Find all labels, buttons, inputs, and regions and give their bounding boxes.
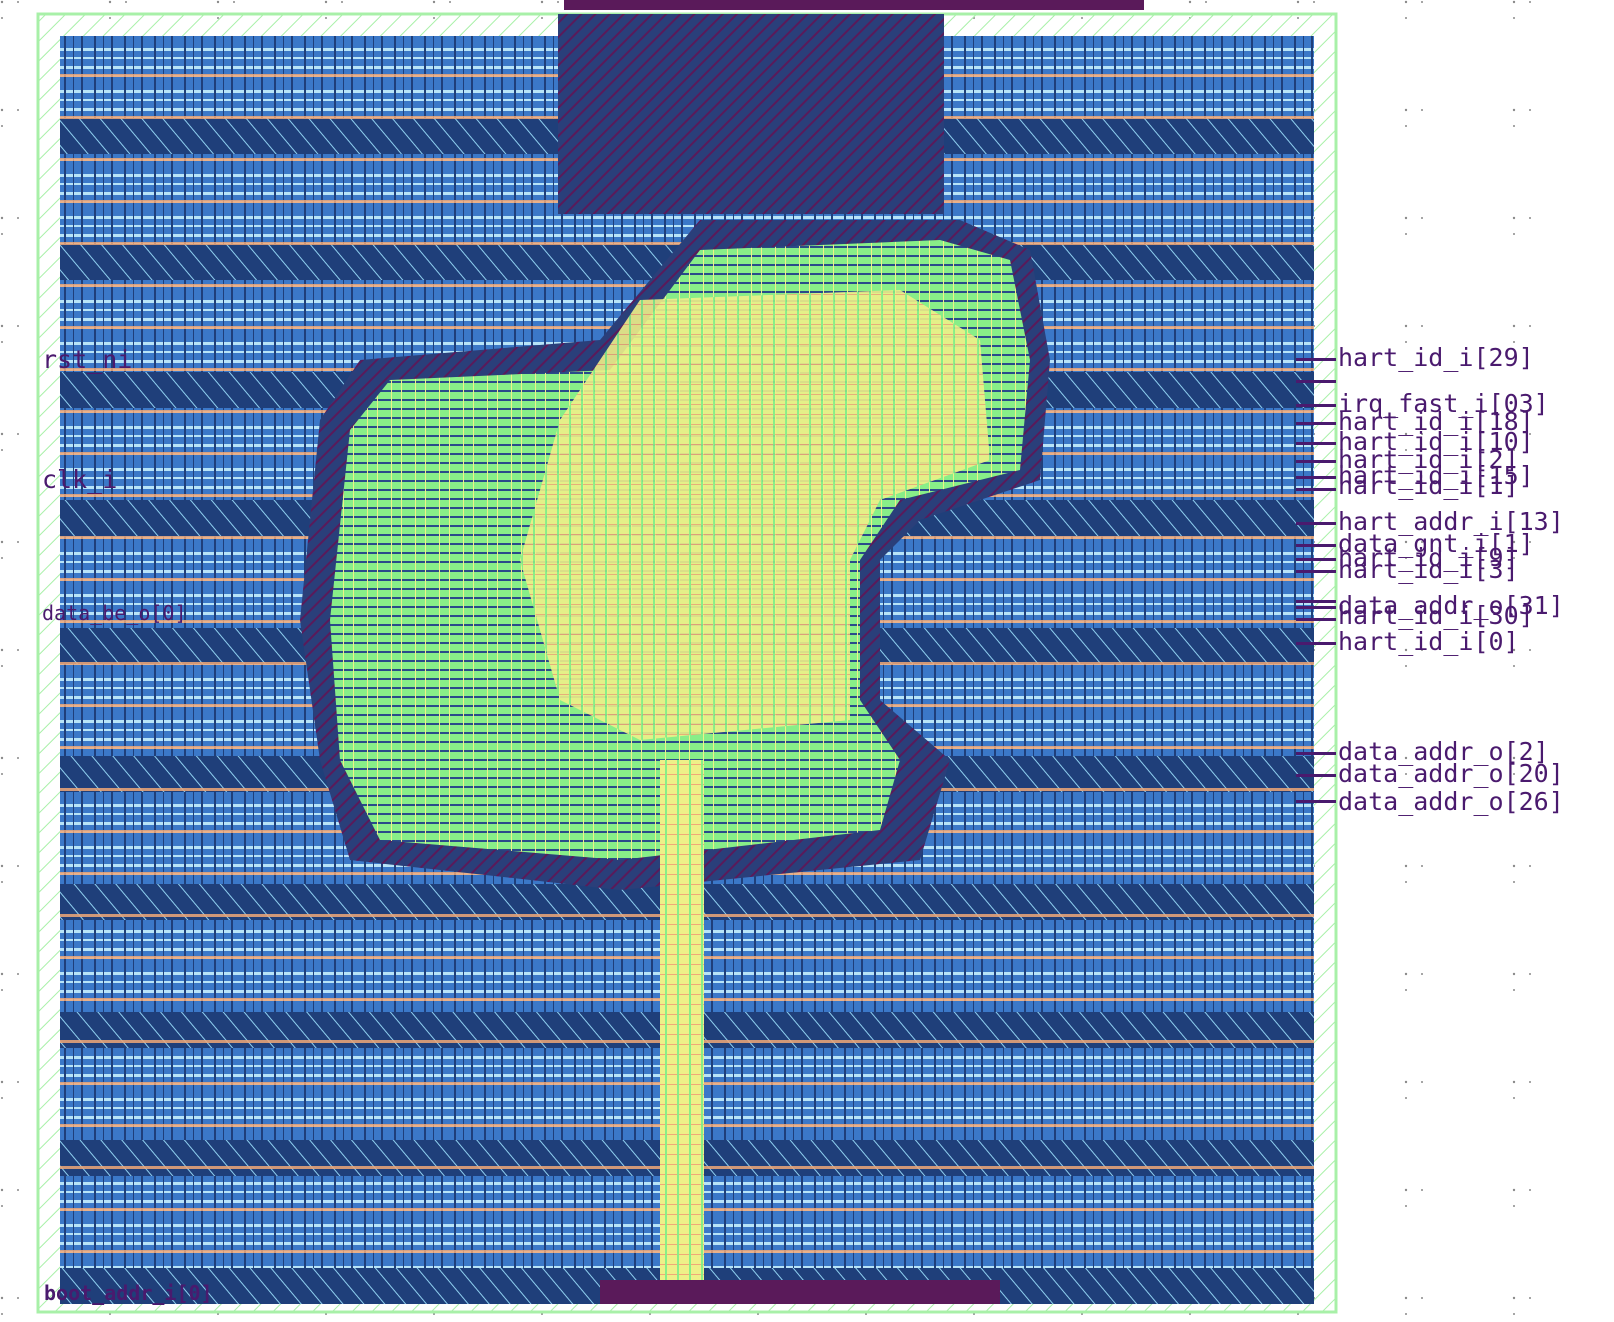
top-io-bar — [564, 0, 1144, 10]
pin-data-addr-31[interactable]: data_addr_o[31] — [1338, 591, 1564, 620]
pin-hart-id-d[interactable]: hart_id_i[15] — [1338, 461, 1534, 490]
pin-stub — [1296, 380, 1336, 383]
pin-hart-id-f[interactable]: hart_id_i[9] — [1338, 543, 1519, 572]
pin-hart-id-g[interactable]: hart_id_i[3] — [1338, 555, 1519, 584]
routing-region — [300, 220, 1050, 1280]
pin-stub — [1296, 476, 1336, 479]
pin-stub — [1296, 404, 1336, 407]
pin-stub — [1296, 522, 1336, 525]
pin-stub — [1296, 488, 1336, 491]
pin-stub — [1296, 642, 1336, 645]
pin-data-be[interactable]: data_be_o[0] — [42, 601, 187, 625]
pin-rst[interactable]: rst_ni — [42, 345, 132, 374]
pin-stub — [1296, 570, 1336, 573]
pin-hart-id-a[interactable]: hart_id_i[18] — [1338, 407, 1534, 436]
pin-hart-id-29[interactable]: hart_id_i[29] — [1338, 343, 1534, 372]
pin-data-addr-2[interactable]: data_addr_o[2] — [1338, 737, 1549, 766]
pin-stub — [1296, 558, 1336, 561]
pin-stub — [1296, 442, 1336, 445]
pin-data-addr-20[interactable]: data_addr_o[20] — [1338, 759, 1564, 788]
pin-hart-addr[interactable]: hart_addr_i[13] — [1338, 507, 1564, 536]
pin-hart-id-e[interactable]: hart_id_i[1] — [1338, 471, 1519, 500]
pin-stub — [1296, 544, 1336, 547]
pin-hart-id-b[interactable]: hart_id_i[10] — [1338, 427, 1534, 456]
pin-irq-fast-03[interactable]: irq_fast_i[03] — [1338, 389, 1549, 418]
pin-stub — [1296, 606, 1336, 609]
top-io-block — [558, 14, 944, 214]
pin-stub — [1296, 618, 1336, 621]
bottom-io-bar — [600, 1280, 1000, 1304]
pin-stub — [1296, 774, 1336, 777]
pin-hart-id-0[interactable]: hart_id_i[0] — [1338, 627, 1519, 656]
pin-stub — [1296, 600, 1336, 603]
pin-stub — [1296, 422, 1336, 425]
pin-stub — [1296, 752, 1336, 755]
pin-stub — [1296, 358, 1336, 361]
pin-hart-id-h[interactable]: hart_id_i[30] — [1338, 601, 1534, 630]
pin-stub — [1296, 800, 1336, 803]
pin-data-gnt[interactable]: data_gnt_i[1] — [1338, 529, 1534, 558]
pin-clk[interactable]: clk_i — [42, 465, 117, 494]
pin-boot-addr[interactable]: boot_addr_i[0] — [44, 1281, 213, 1305]
pin-hart-id-c[interactable]: hart_id_i[2] — [1338, 445, 1519, 474]
pin-stub — [1296, 460, 1336, 463]
pin-data-addr-26[interactable]: data_addr_o[26] — [1338, 787, 1564, 816]
pin-stubs — [1296, 358, 1336, 803]
